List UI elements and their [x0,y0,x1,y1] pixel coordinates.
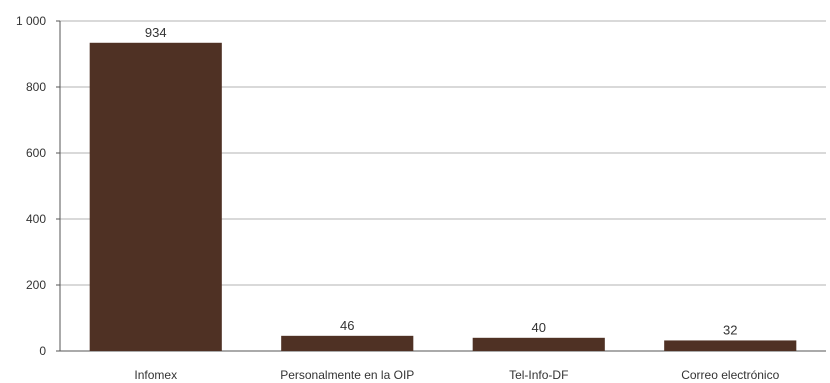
data-label: 46 [340,318,354,333]
y-tick-label: 1 000 [16,14,46,28]
bar [89,42,222,351]
bar [281,335,414,351]
x-tick-label: Infomex [134,368,177,382]
x-tick-label: Tel-Info-DF [509,368,568,382]
data-label: 32 [723,322,737,337]
bar [472,337,605,351]
bar [664,340,797,351]
y-tick-label: 400 [26,212,46,226]
x-tick-label: Personalmente en la OIP [280,368,414,382]
bars [89,42,797,351]
x-axis-labels: Infomex Personalmente en la OIP Tel-Info-D… [134,368,779,382]
x-tick-label: Correo electrónico [681,368,779,382]
data-labels: 934 46 40 32 [145,25,738,338]
y-tick-label: 200 [26,278,46,292]
data-label: 934 [145,25,167,40]
y-tick-label: 800 [26,80,46,94]
data-label: 40 [532,320,546,335]
y-tick-label: 0 [39,344,46,358]
y-tick-label: 600 [26,146,46,160]
